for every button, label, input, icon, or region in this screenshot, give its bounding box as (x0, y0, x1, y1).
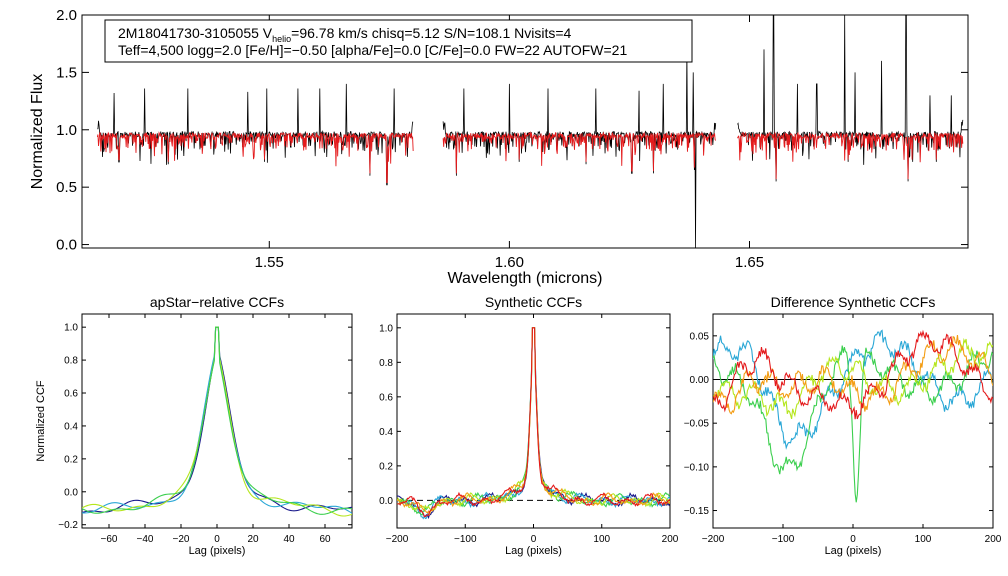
difference-ytick-label: 0.00 (690, 375, 710, 386)
spectrum-ytick-label: 0.5 (56, 179, 77, 196)
difference-ytick-label: −0.05 (684, 419, 710, 430)
spectrum-frame (81, 14, 969, 249)
difference-series-visit-2 (713, 345, 993, 503)
synthetic-ytick-label: 0.0 (379, 496, 393, 507)
difference-xlabel: Lag (pixels) (825, 545, 882, 557)
apstar-ylabel: Normalized CCF (35, 380, 47, 462)
difference-ytick-label: 0.05 (690, 331, 710, 342)
spectrum-ytick-label: 2.0 (56, 7, 77, 24)
difference-series-visit-5 (713, 329, 993, 420)
spectrum-xtick-label: 1.65 (735, 254, 764, 271)
difference-xtick-label: 200 (985, 534, 1002, 545)
difference-xtick-label: −200 (702, 534, 725, 545)
synthetic-series-visit-6 (397, 327, 670, 518)
apstar-ytick-label: 0.8 (64, 356, 78, 367)
difference-axes: −200 −100 0 100 200 −0.15 −0.10 −0.05 0.00 0.05 La… (684, 294, 1002, 557)
difference-xtick-label: 100 (915, 534, 932, 545)
spectrum-ylabel: Normalized Flux (29, 74, 46, 190)
difference-frame (712, 313, 994, 529)
difference-series-visit-4 (713, 334, 993, 415)
difference-series-visit-1 (713, 329, 993, 450)
spectrum-ytick-label: 0.0 (56, 237, 77, 254)
apstar-title: apStar−relative CCFs (150, 294, 284, 310)
apstar-ytick-label: 0.6 (64, 389, 78, 400)
spectrum-axes: 1.55 1.60 1.65 0.0 0.5 1.0 1.5 2.0 Wavelength (m… (29, 7, 969, 287)
apstar-ytick-label: 0.0 (64, 487, 78, 498)
difference-title: Difference Synthetic CCFs (771, 294, 936, 310)
synthetic-ytick-label: 0.6 (379, 392, 393, 403)
apstar-series-visit-4 (82, 326, 352, 515)
synthetic-xtick-label: −200 (386, 534, 409, 545)
synthetic-xlabel: Lag (pixels) (505, 545, 562, 557)
info-line-1: 2M18041730-3105055 Vhelio=96.78 km/s chi… (118, 25, 572, 44)
synthetic-series-visit-4 (397, 327, 670, 512)
spectrum-series-model (96, 131, 964, 184)
info-box-frame (104, 19, 693, 63)
info-line-2: Teff=4,500 logg=2.0 [Fe/H]=−0.50 [alpha/… (118, 42, 627, 58)
info-star-id: 2M18041730-3105055 (118, 25, 263, 41)
synthetic-xtick-label: −100 (454, 534, 477, 545)
apstar-ytick-label: 0.2 (64, 454, 78, 465)
apstar-series-visit-3 (82, 326, 352, 517)
synthetic-xtick-label: 100 (593, 534, 610, 545)
difference-xtick-label: 0 (850, 534, 856, 545)
synthetic-series-visit-5 (397, 327, 670, 517)
apstar-frame (81, 313, 353, 529)
apstar-xtick-label: −60 (101, 534, 118, 545)
apstar-series-visit-1 (82, 326, 352, 514)
synthetic-ytick-label: 0.2 (379, 461, 393, 472)
spectrum-xlabel: Wavelength (microns) (447, 270, 602, 287)
info-line-1-values: =96.78 km/s chisq=5.12 S/N=108.1 Nvisits… (291, 25, 571, 41)
spectrum-ytick-label: 1.5 (56, 64, 77, 81)
synthetic-series-visit-3 (397, 327, 670, 516)
spectrum-ytick-label: 1.0 (56, 122, 77, 139)
apstar-xtick-label: 20 (247, 534, 259, 545)
apstar-xtick-label: 60 (319, 534, 331, 545)
synthetic-title: Synthetic CCFs (485, 294, 582, 310)
apstar-axes: −60 −40 −20 0 20 40 60 −0.2 0.0 0.2 0.4 0.6 0.8 1.0 La… (35, 294, 353, 557)
info-vhelio-symbol: V (263, 25, 273, 41)
apstar-xlabel: Lag (pixels) (189, 545, 246, 557)
synthetic-ytick-label: 1.0 (379, 323, 393, 334)
synthetic-ytick-label: 0.4 (379, 427, 393, 438)
synthetic-xtick-label: 0 (531, 534, 537, 545)
difference-series-visit-3 (713, 337, 993, 420)
apstar-xtick-label: −40 (137, 534, 154, 545)
spectrum-info-box: 2M18041730-3105055 Vhelio=96.78 km/s chi… (104, 19, 693, 63)
difference-ytick-label: −0.15 (684, 506, 710, 517)
synthetic-axes: −200 −100 0 100 200 0.0 0.2 0.4 0.6 0.8 1.0 Lag (pi… (379, 294, 679, 557)
apstar-xtick-label: −20 (173, 534, 190, 545)
synthetic-series-visit-2 (397, 327, 670, 520)
apstar-ytick-label: 0.4 (64, 421, 78, 432)
apstar-series-visit-2 (82, 326, 352, 514)
spectrum-xtick-label: 1.60 (495, 254, 524, 271)
info-vhelio-subscript: helio (272, 34, 291, 44)
apstar-ytick-label: 1.0 (64, 323, 78, 334)
apstar-xtick-label: 40 (283, 534, 295, 545)
synthetic-xtick-label: 200 (662, 534, 679, 545)
synthetic-series-visit-1 (397, 327, 670, 520)
difference-xtick-label: −100 (772, 534, 795, 545)
apstar-xtick-label: 0 (214, 534, 220, 545)
difference-ytick-label: −0.10 (684, 462, 710, 473)
synthetic-ytick-label: 0.8 (379, 358, 393, 369)
spectrum-xtick-label: 1.55 (255, 254, 284, 271)
apstar-ytick-label: −0.2 (58, 520, 78, 531)
